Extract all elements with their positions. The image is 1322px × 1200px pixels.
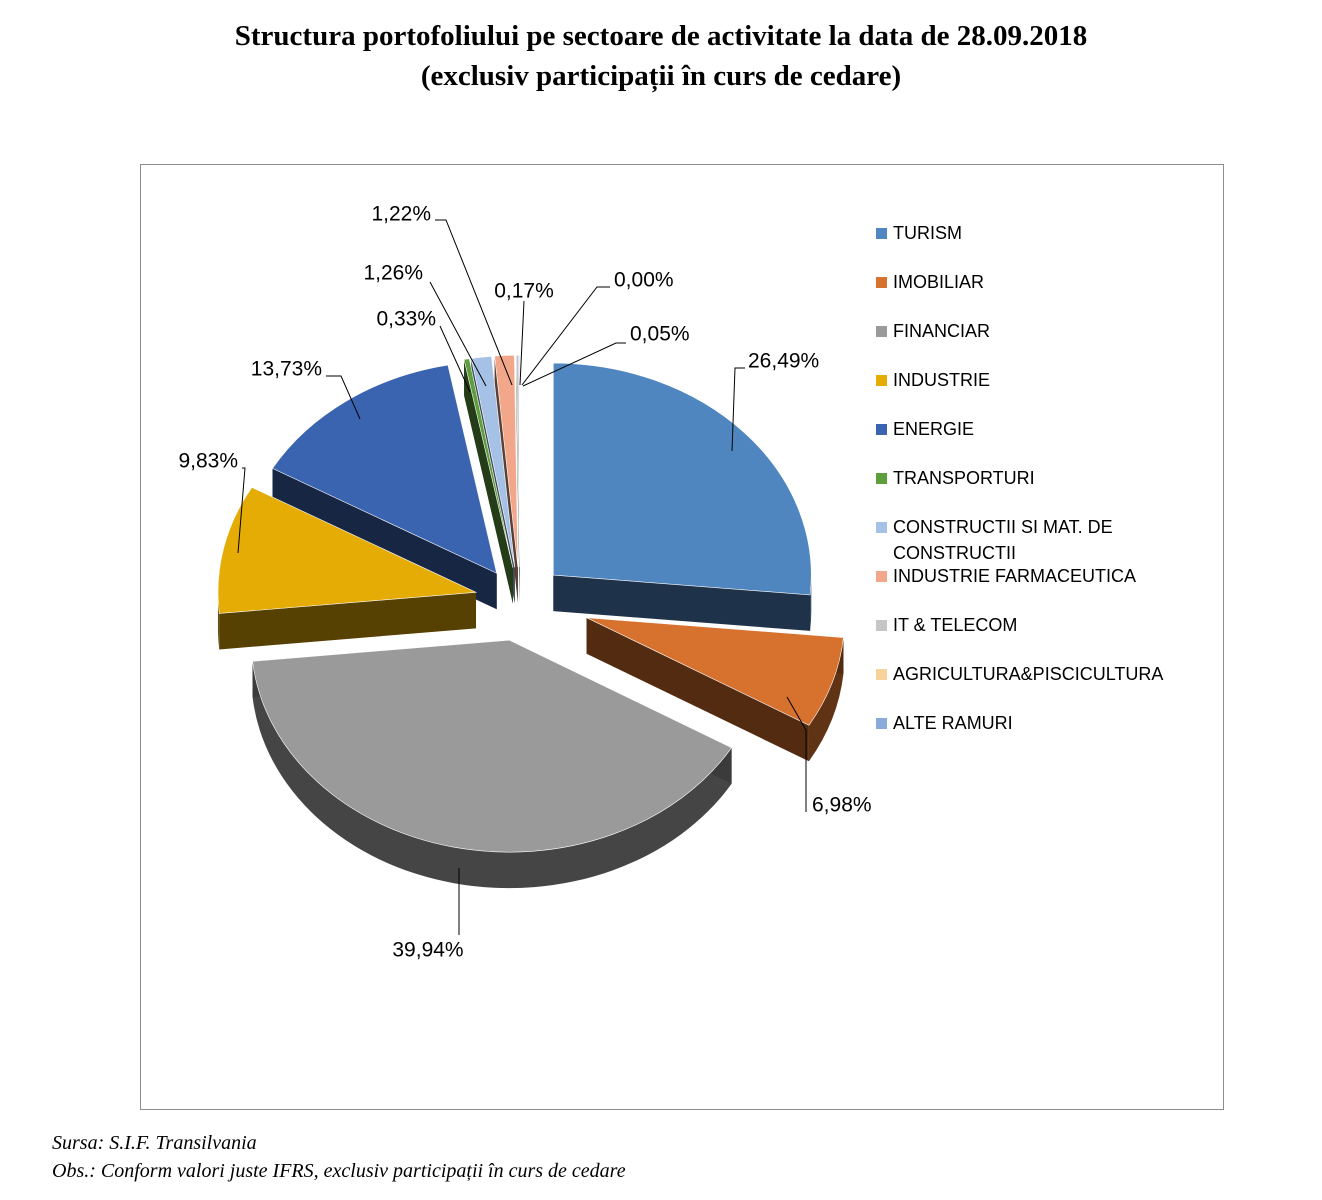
data-label-constructii-si-mat-de-constructii: 1,26% [363, 262, 423, 285]
chart-title: Structura portofoliului pe sectoare de a… [234, 20, 1088, 52]
data-label-industrie-farmaceutica: 1,22% [371, 203, 431, 226]
data-label-transporturi: 0,33% [376, 308, 436, 331]
leader-line-agricultura-piscicultura [521, 286, 610, 386]
legend-swatch-constructii-si-mat-de-constructii [876, 522, 887, 533]
legend-label-imobiliar: IMOBILIAR [893, 272, 984, 292]
legend-label-transporturi: TRANSPORTURI [893, 468, 1035, 488]
slice-imobiliar [586, 617, 844, 726]
slice-transporturi [463, 358, 514, 568]
legend: TURISM IMOBILIAR FINANCIAR INDUSTRIE ENERGIE… [876, 223, 1163, 733]
slice-face-industrie-0 [219, 592, 476, 650]
leader-line-alte-ramuri [522, 342, 626, 387]
leader-line-transporturi [439, 325, 471, 393]
observation-note: Obs.: Conform valori juste IFRS, exclusi… [52, 1160, 626, 1182]
data-label-financiar: 39,94% [392, 939, 463, 962]
leader-line-energie [326, 375, 361, 420]
pie-slices [217, 354, 844, 889]
data-label-alte-ramuri: 0,05% [630, 323, 690, 346]
slice-financiar [252, 639, 733, 853]
slice-industrie-farmaceutica [494, 354, 519, 568]
data-label-agricultura-piscicultura: 0,00% [614, 269, 674, 292]
data-label-energie: 13,73% [251, 358, 322, 381]
legend-swatch-industrie [876, 375, 887, 386]
legend-label-constructii-si-mat-de-constructii: CONSTRUCTII SI MAT. DE CONSTRUCTII [893, 517, 1113, 563]
legend-label-turism: TURISM [893, 223, 962, 243]
legend-swatch-industrie-farmaceutica [876, 571, 887, 582]
legend-label-financiar: FINANCIAR [893, 321, 990, 341]
legend-label-it-telecom: IT & TELECOM [893, 615, 1017, 635]
leader-line-imobiliar [786, 696, 807, 812]
data-label-imobiliar: 6,98% [812, 794, 872, 817]
slice-wall-financiar [252, 661, 732, 889]
legend-label-industrie: INDUSTRIE [893, 370, 990, 390]
legend-label-alte-ramuri: ALTE RAMURI [893, 713, 1013, 733]
slice-wall-imobiliar [808, 637, 844, 762]
slice-face-imobiliar-1 [586, 617, 809, 762]
legend-label-agricultura-piscicultura: AGRICULTURA&PISCICULTURA [893, 664, 1163, 684]
slice-industrie [217, 487, 478, 614]
legend-swatch-agricultura-piscicultura [876, 669, 887, 680]
leader-line-industrie-farmaceutica [435, 219, 513, 386]
leader-line-constructii-si-mat-de-constructii [429, 281, 487, 387]
legend-swatch-turism [876, 228, 887, 239]
slice-energie [272, 364, 498, 574]
chart-subtitle: (exclusiv participații în curs de cedare… [420, 60, 902, 92]
legend-swatch-imobiliar [876, 277, 887, 288]
legend-swatch-transporturi [876, 473, 887, 484]
legend-swatch-it-telecom [876, 620, 887, 631]
leader-line-industrie [237, 467, 246, 554]
legend-label-industrie-farmaceutica: INDUSTRIE FARMACEUTICA [893, 566, 1136, 586]
slice-face-turism-1 [553, 575, 811, 631]
source-note: Sursa: S.I.F. Transilvania [52, 1132, 257, 1154]
legend-swatch-financiar [876, 326, 887, 337]
legend-swatch-energie [876, 424, 887, 435]
legend-label-energie: ENERGIE [893, 419, 974, 439]
data-label-it-telecom: 0,17% [494, 280, 554, 303]
leader-line-turism [731, 367, 745, 452]
leader-line-it-telecom [519, 300, 525, 386]
slice-turism [552, 362, 812, 596]
slice-alte-ramuri [518, 354, 521, 568]
data-label-turism: 26,49% [748, 350, 819, 373]
data-label-industrie: 9,83% [178, 450, 238, 473]
data-labels: 26,49% 6,98% 39,94% 9,83% 13,73% 0,33% 1,26% 1,… [178, 203, 871, 962]
chart-frame [140, 164, 1224, 1110]
slice-face-energie-0 [272, 468, 497, 610]
legend-swatch-alte-ramuri [876, 718, 887, 729]
